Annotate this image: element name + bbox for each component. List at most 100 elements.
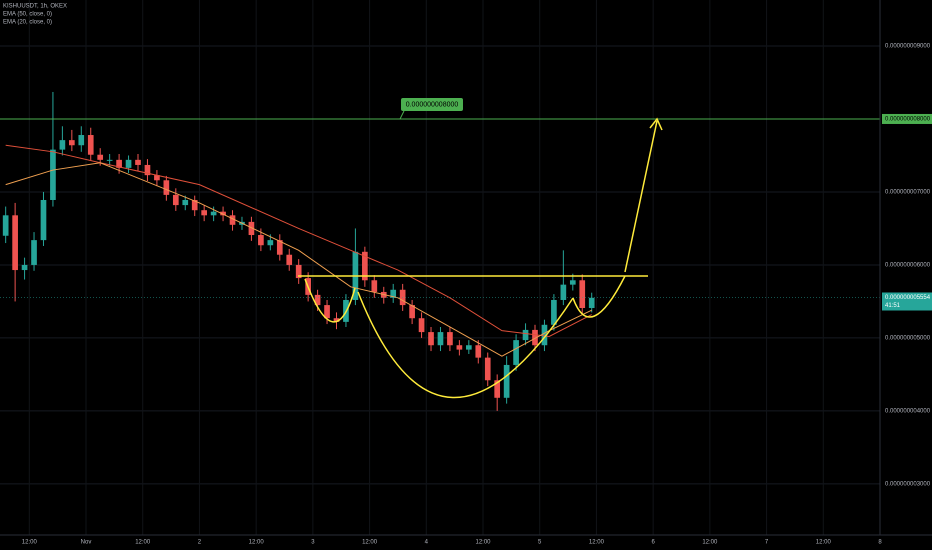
x-tick-label: 2 <box>198 540 202 546</box>
arrow-head <box>649 117 663 131</box>
candle-body <box>172 194 179 206</box>
x-tick-label: 12:00 <box>22 540 38 546</box>
candle-body <box>371 280 378 292</box>
candle-body <box>314 294 321 306</box>
y-tick-label: 0.000000007000 <box>885 190 931 196</box>
candle-body <box>191 199 198 211</box>
candle-body <box>541 324 548 346</box>
candle-body <box>494 380 501 398</box>
ema-line <box>5 144 592 337</box>
legend-entry: EMA (20, close, 0) <box>3 20 52 26</box>
candle-body <box>428 332 434 346</box>
last-price-box <box>882 292 932 311</box>
target-axis-label: 0.000000008000 <box>885 117 931 123</box>
candle-body <box>484 357 491 381</box>
candle-body <box>248 221 255 236</box>
candle-body <box>31 240 37 265</box>
y-tick-label: 0.000000009000 <box>885 44 931 50</box>
candle-body <box>276 240 283 255</box>
candle-body <box>201 210 208 216</box>
candle-body <box>2 215 9 236</box>
x-tick-label: 3 <box>311 540 315 546</box>
candle-body <box>210 211 217 216</box>
x-tick-label: 12:00 <box>702 540 718 546</box>
candle-body <box>390 289 397 298</box>
x-tick-label: 5 <box>538 540 542 546</box>
pattern-drawing <box>298 117 663 399</box>
x-tick-label: Nov <box>81 540 92 546</box>
candle-body <box>513 340 519 365</box>
candle-body <box>116 159 122 168</box>
candle-body <box>465 345 472 350</box>
target-label-pointer <box>399 110 405 120</box>
price-axis <box>880 0 932 550</box>
candle-body <box>447 332 453 346</box>
marks: 0.000000008000 <box>0 91 880 411</box>
candle-body <box>106 159 113 161</box>
target-label: 0.000000008000 <box>406 101 459 108</box>
candle-body <box>295 264 302 279</box>
candle-body <box>286 254 293 265</box>
candle-body <box>258 235 264 246</box>
candle-body <box>229 215 236 225</box>
candle-body <box>560 284 567 300</box>
x-tick-label: 6 <box>651 540 655 546</box>
symbol-title: KISHUUSDT, 1h, OKEX <box>3 4 67 10</box>
y-tick-label: 0.000000006000 <box>885 263 931 269</box>
candle-body <box>569 280 576 285</box>
candle-body <box>21 264 28 271</box>
candle-body <box>362 251 368 281</box>
target-label-box <box>401 97 463 111</box>
x-tick-label: 12:00 <box>362 540 378 546</box>
x-tick-label: 7 <box>765 540 769 546</box>
cup <box>357 291 574 399</box>
x-tick-label: 12:00 <box>249 540 265 546</box>
arrow <box>624 120 658 273</box>
candle-body <box>456 345 463 350</box>
x-tick-label: 4 <box>425 540 429 546</box>
candle-body <box>69 140 75 146</box>
candle-body <box>87 135 94 155</box>
candle-body <box>163 180 170 195</box>
grid <box>0 0 881 535</box>
x-tick-label: 12:00 <box>589 540 605 546</box>
y-tick-label: 0.000000005000 <box>885 336 931 342</box>
ema-line <box>5 162 592 357</box>
candle-body <box>333 318 340 322</box>
candle-body <box>324 305 330 319</box>
candle-body <box>97 154 104 160</box>
candle-body <box>12 215 18 271</box>
countdown: 41:51 <box>885 303 901 309</box>
x-tick-label: 8 <box>878 540 882 546</box>
candle-body <box>522 329 529 341</box>
x-tick-label: 12:00 <box>475 540 491 546</box>
candle-body <box>40 199 47 241</box>
left-dip <box>304 278 356 323</box>
candle-body <box>551 299 557 325</box>
candle-body <box>154 175 160 181</box>
candle-body <box>409 305 415 319</box>
candle-body <box>59 140 66 150</box>
target-axis-box <box>882 113 932 124</box>
candle-body <box>579 280 586 309</box>
last-price-label: 0.000000005554 <box>885 295 931 301</box>
candle-body <box>182 199 189 206</box>
axes: 0.000000009000 0.000000007000 0.0000000060… <box>22 44 932 546</box>
x-tick-label: 12:00 <box>816 540 832 546</box>
candle-body <box>50 149 56 200</box>
candle-body <box>125 159 132 168</box>
legend-entry: EMA (50, close, 0) <box>3 12 52 18</box>
candle-body <box>475 345 482 358</box>
right-dip <box>572 275 626 318</box>
candle-body <box>532 329 538 346</box>
candle-body <box>78 135 85 146</box>
candle-body <box>144 164 151 176</box>
y-tick-label: 0.000000003000 <box>885 481 931 487</box>
candle-body <box>418 318 425 333</box>
candle-body <box>267 240 274 246</box>
x-tick-label: 12:00 <box>135 540 151 546</box>
y-tick-label: 0.000000004000 <box>885 408 931 414</box>
candle-body <box>437 332 444 346</box>
candle-body <box>220 211 226 216</box>
